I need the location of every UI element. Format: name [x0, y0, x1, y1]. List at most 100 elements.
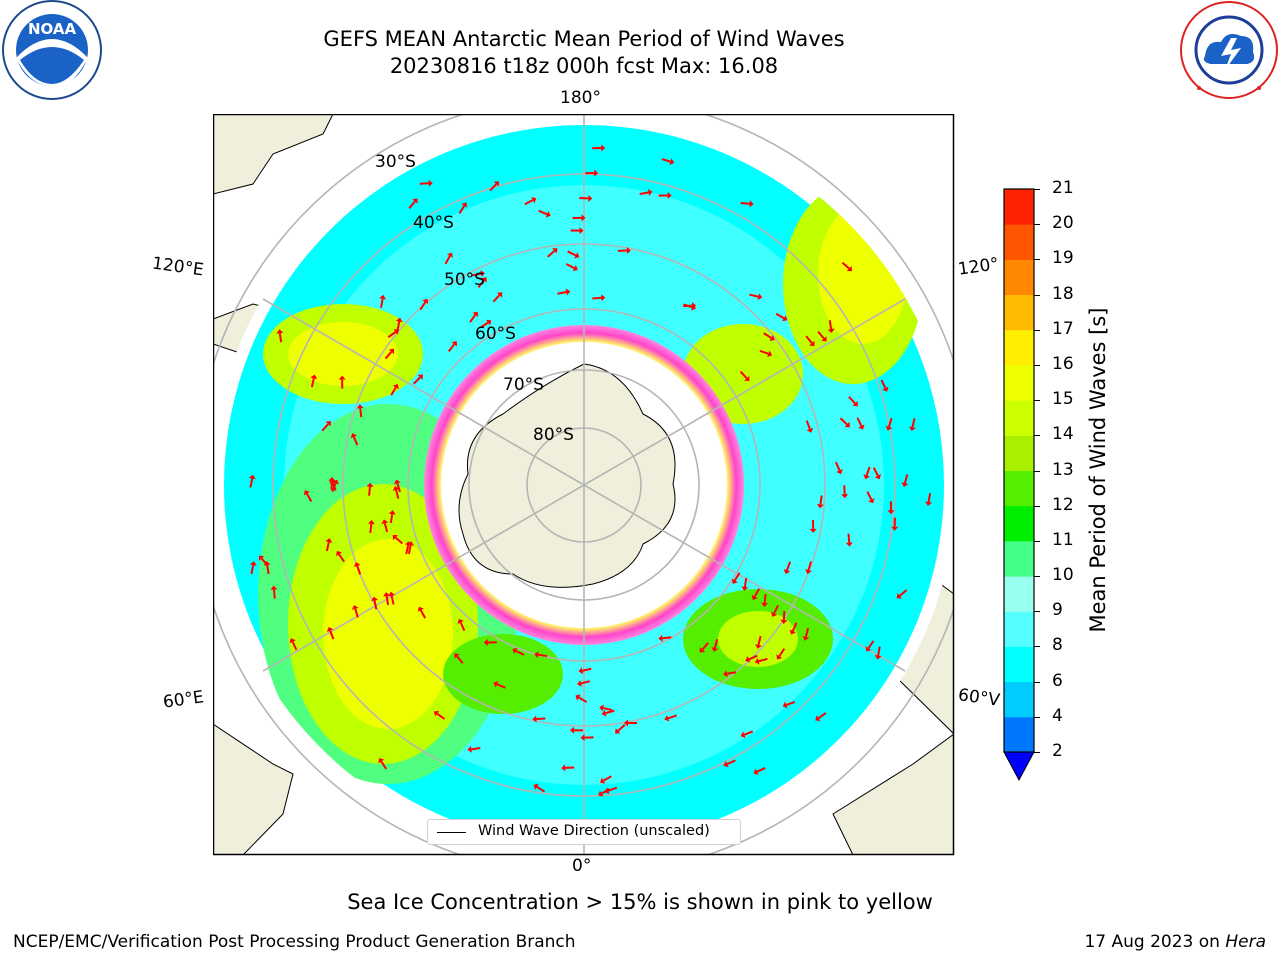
wind-wave-arrow-head: [395, 317, 403, 323]
wind-wave-arrow-head: [805, 569, 812, 574]
wind-wave-arrow: [447, 343, 456, 353]
wind-wave-arrow-head: [601, 709, 607, 717]
wind-wave-arrow: [565, 263, 575, 269]
wind-wave-arrow-head: [392, 534, 398, 541]
wind-wave-arrow: [396, 483, 401, 493]
wind-wave-arrow-head: [599, 704, 605, 712]
wind-wave-arrow: [405, 544, 410, 555]
wind-wave-arrow: [911, 418, 916, 428]
wind-wave-arrow-head: [852, 401, 858, 407]
wind-wave-arrow: [872, 467, 879, 477]
colorbar-tick-mark: [1034, 435, 1040, 437]
wind-wave-arrow: [338, 553, 345, 563]
wind-wave-arrow-head: [844, 421, 850, 428]
wind-wave-arrow-head: [749, 200, 754, 208]
wind-wave-arrow: [396, 321, 401, 331]
wind-wave-arrow: [567, 250, 577, 257]
wind-wave-arrow: [582, 667, 592, 672]
wind-wave-arrow-head: [809, 528, 817, 533]
wind-wave-arrow: [786, 561, 792, 571]
wind-wave-arrow: [726, 759, 736, 766]
wind-wave-arrow-head: [909, 426, 916, 432]
wind-wave-arrow: [841, 261, 850, 270]
wind-wave-arrow-head: [751, 594, 758, 600]
lon-label-bottom: 0°: [572, 856, 592, 876]
colorbar-segment: [1004, 716, 1034, 753]
wind-wave-arrow: [744, 730, 754, 736]
lon-label-top: 180°: [560, 88, 601, 108]
wind-wave-arrow: [740, 202, 750, 205]
wind-wave-arrow: [758, 657, 768, 663]
wind-wave-arrow-head: [783, 569, 791, 575]
wind-wave-arrow-head: [379, 294, 387, 300]
wind-wave-arrow-head: [249, 561, 257, 566]
wind-wave-arrow-head: [658, 634, 663, 642]
wind-wave-arrow: [773, 604, 780, 614]
wind-wave-arrow: [749, 293, 759, 298]
wind-wave-arrow-head: [467, 745, 472, 753]
wind-wave-arrow-head: [885, 425, 893, 431]
wind-wave-arrow-head: [367, 519, 375, 525]
colorbar-segment: [1004, 540, 1034, 577]
wind-wave-arrow-head: [325, 538, 333, 543]
wind-wave-arrow-head: [755, 644, 762, 649]
wind-wave-arrow-head: [691, 303, 696, 311]
credit-text: NCEP/EMC/Verification Post Processing Pr…: [13, 932, 576, 952]
wind-wave-arrow: [272, 589, 276, 599]
wind-wave-arrow: [877, 646, 881, 656]
wind-wave-arrow-head: [723, 760, 729, 768]
noaa-logo-text: NOAA: [28, 20, 77, 38]
colorbar-tick-mark: [1034, 681, 1040, 683]
wind-wave-arrow-head: [461, 202, 468, 208]
colorbar-segment: [1004, 189, 1034, 225]
wind-wave-arrow: [733, 572, 741, 582]
wind-wave-arrow-head: [601, 294, 606, 302]
wind-wave-arrow-head: [388, 510, 396, 515]
wind-wave-arrow-head: [669, 158, 675, 165]
wind-wave-arrow: [667, 714, 677, 720]
wind-wave-arrow: [384, 351, 393, 360]
map-title: GEFS MEAN Antarctic Mean Period of Wind …: [323, 27, 845, 51]
colorbar-segment: [1004, 435, 1034, 471]
wind-wave-arrow-head: [472, 311, 479, 317]
colorbar-tick-label: 17: [1052, 318, 1074, 339]
wind-wave-arrow-head: [580, 734, 585, 742]
wind-wave-arrow: [380, 760, 388, 770]
wind-wave-arrow: [867, 640, 875, 649]
colorbar-tick-label: 20: [1052, 213, 1074, 234]
wind-wave-arrow-head: [901, 482, 909, 487]
wind-wave-arrow: [817, 712, 827, 719]
wind-wave-arrow: [310, 378, 315, 388]
wind-wave-arrow: [617, 724, 626, 732]
wind-wave-arrow-head: [486, 319, 492, 326]
lat-label-60s: 60°S: [475, 324, 516, 344]
wind-wave-arrow-head: [371, 596, 378, 602]
wind-wave-arrow-head: [248, 474, 256, 480]
wind-wave-arrow-head: [723, 670, 728, 678]
wind-wave-arrow-head: [534, 651, 539, 659]
lat-label-50s: 50°S: [444, 270, 485, 290]
antarctic-map: [213, 114, 955, 856]
wind-wave-arrow-head: [816, 503, 824, 509]
wind-wave-arrow: [847, 533, 851, 543]
wind-wave-arrow: [325, 541, 330, 552]
wind-wave-arrow-head: [731, 578, 738, 584]
wind-wave-arrow: [757, 635, 762, 646]
wind-wave-arrow-head: [601, 144, 606, 152]
wind-wave-arrow-head: [545, 210, 551, 218]
wind-wave-arrow-head: [896, 593, 902, 599]
wind-wave-arrow-head: [531, 197, 537, 204]
map-legend: Wind Wave Direction (unscaled): [427, 819, 741, 845]
wind-wave-arrow: [662, 636, 672, 640]
colorbar-tick-mark: [1034, 576, 1040, 578]
colorbar-tick-label: 19: [1052, 248, 1074, 269]
wind-wave-arrow: [331, 481, 337, 491]
wind-wave-arrow-head: [512, 647, 518, 655]
wind-wave-arrow-head: [422, 298, 429, 305]
wind-wave-arrow-head: [579, 227, 584, 235]
lon-label-lower-right: 60°V: [956, 685, 1001, 711]
wind-wave-arrow-head: [276, 329, 284, 334]
wind-wave-arrow: [839, 417, 848, 426]
wind-wave-arrow-head: [493, 681, 499, 688]
wind-wave-arrow-head: [270, 585, 278, 590]
